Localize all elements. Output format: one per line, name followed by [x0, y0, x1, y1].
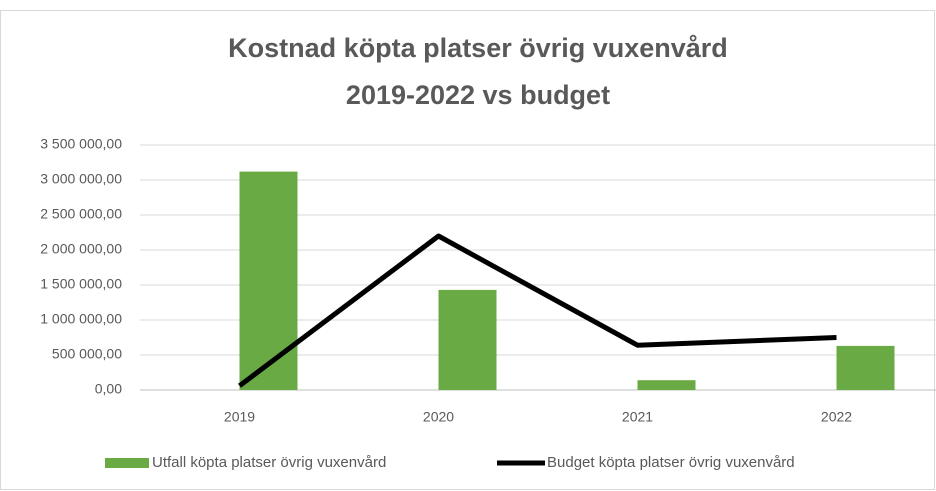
y-tick-label: 0,00	[95, 381, 122, 397]
legend-swatch	[105, 458, 149, 468]
x-tick-label: 2020	[423, 409, 454, 425]
bar	[438, 289, 497, 390]
chart-title: 2019-2022 vs budget	[346, 80, 610, 110]
x-tick-label: 2019	[224, 409, 255, 425]
legend-label: Budget köpta platser övrig vuxenvård	[547, 454, 795, 471]
y-tick-label: 3 000 000,00	[40, 171, 122, 187]
y-tick-label: 1 000 000,00	[40, 311, 122, 327]
y-tick-label: 2 000 000,00	[40, 241, 122, 257]
line	[237, 233, 837, 388]
chart-title: Kostnad köpta platser övrig vuxenvård	[228, 33, 728, 63]
bar	[836, 345, 895, 390]
y-tick-label: 1 500 000,00	[40, 276, 122, 292]
x-tick-label: 2021	[622, 409, 653, 425]
y-tick-label: 500 000,00	[52, 346, 122, 362]
x-tick-label: 2022	[821, 409, 852, 425]
bar	[239, 171, 298, 390]
y-tick-label: 3 500 000,00	[40, 136, 122, 152]
legend-label: Utfall köpta platser övrig vuxenvård	[152, 454, 386, 471]
bar	[637, 380, 696, 390]
y-tick-label: 2 500 000,00	[40, 206, 122, 222]
